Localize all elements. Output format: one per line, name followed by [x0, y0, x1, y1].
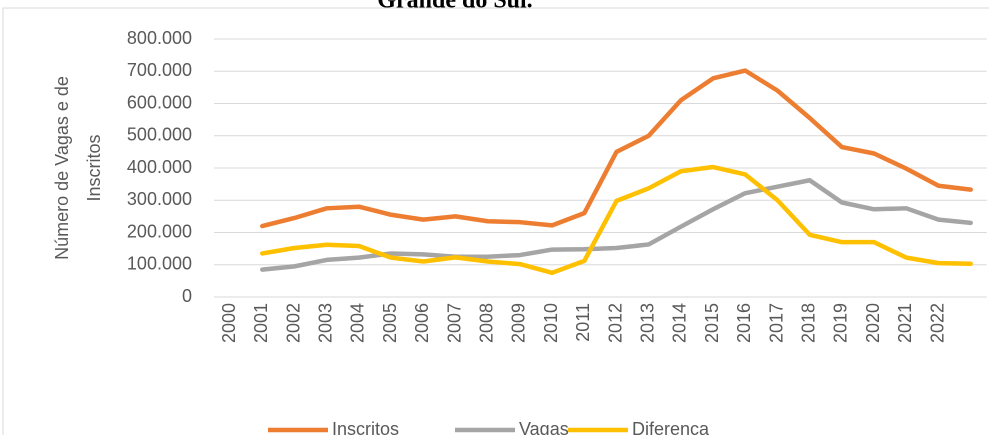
y-tick-label: 700.000	[127, 60, 192, 80]
x-tick-label: 2020	[863, 303, 883, 343]
y-tick-label: 300.000	[127, 189, 192, 209]
x-tick-label: 2010	[541, 303, 561, 343]
x-tick-label: 2021	[895, 303, 915, 343]
x-tick-label: 2012	[605, 303, 625, 343]
legend-label: Inscritos	[332, 419, 399, 435]
x-tick-label: 2002	[283, 303, 303, 343]
x-tick-label: 2013	[637, 303, 657, 343]
y-tick-label: 0	[182, 286, 192, 306]
chart-title: Grande do Sul.	[377, 0, 532, 14]
y-tick-label: 400.000	[127, 157, 192, 177]
y-tick-label: 100.000	[127, 254, 192, 274]
x-tick-label: 2011	[573, 303, 593, 342]
x-tick-label: 2015	[702, 303, 722, 343]
x-tick-label: 2000	[219, 303, 239, 343]
series-line	[260, 68, 973, 229]
y-tick-label: 800.000	[127, 28, 192, 48]
x-tick-label: 2016	[734, 303, 754, 343]
y-axis-label: Número de Vagas e de	[52, 76, 72, 260]
series-line	[260, 164, 973, 276]
x-tick-label: 2007	[444, 303, 464, 343]
x-tick-label: 2001	[251, 303, 271, 343]
chart-frame	[2, 7, 989, 435]
x-tick-label: 2006	[412, 303, 432, 343]
x-tick-label: 2019	[831, 303, 851, 343]
x-tick-label: 2009	[509, 303, 529, 343]
x-tick-label: 2004	[348, 303, 368, 343]
x-tick-label: 2017	[766, 303, 786, 343]
legend-label: Vagas	[519, 419, 569, 435]
y-axis-label: Inscritos	[84, 134, 104, 201]
y-tick-label: 200.000	[127, 221, 192, 241]
series-line	[260, 178, 973, 272]
x-tick-label: 2014	[670, 303, 690, 343]
y-tick-label: 500.000	[127, 125, 192, 145]
legend-label: Diferença	[632, 419, 710, 435]
x-tick-label: 2003	[315, 303, 335, 343]
x-tick-label: 2022	[927, 303, 947, 343]
x-tick-label: 2018	[798, 303, 818, 343]
y-tick-label: 600.000	[127, 92, 192, 112]
x-tick-label: 2005	[380, 303, 400, 343]
x-tick-label: 2008	[476, 303, 496, 343]
